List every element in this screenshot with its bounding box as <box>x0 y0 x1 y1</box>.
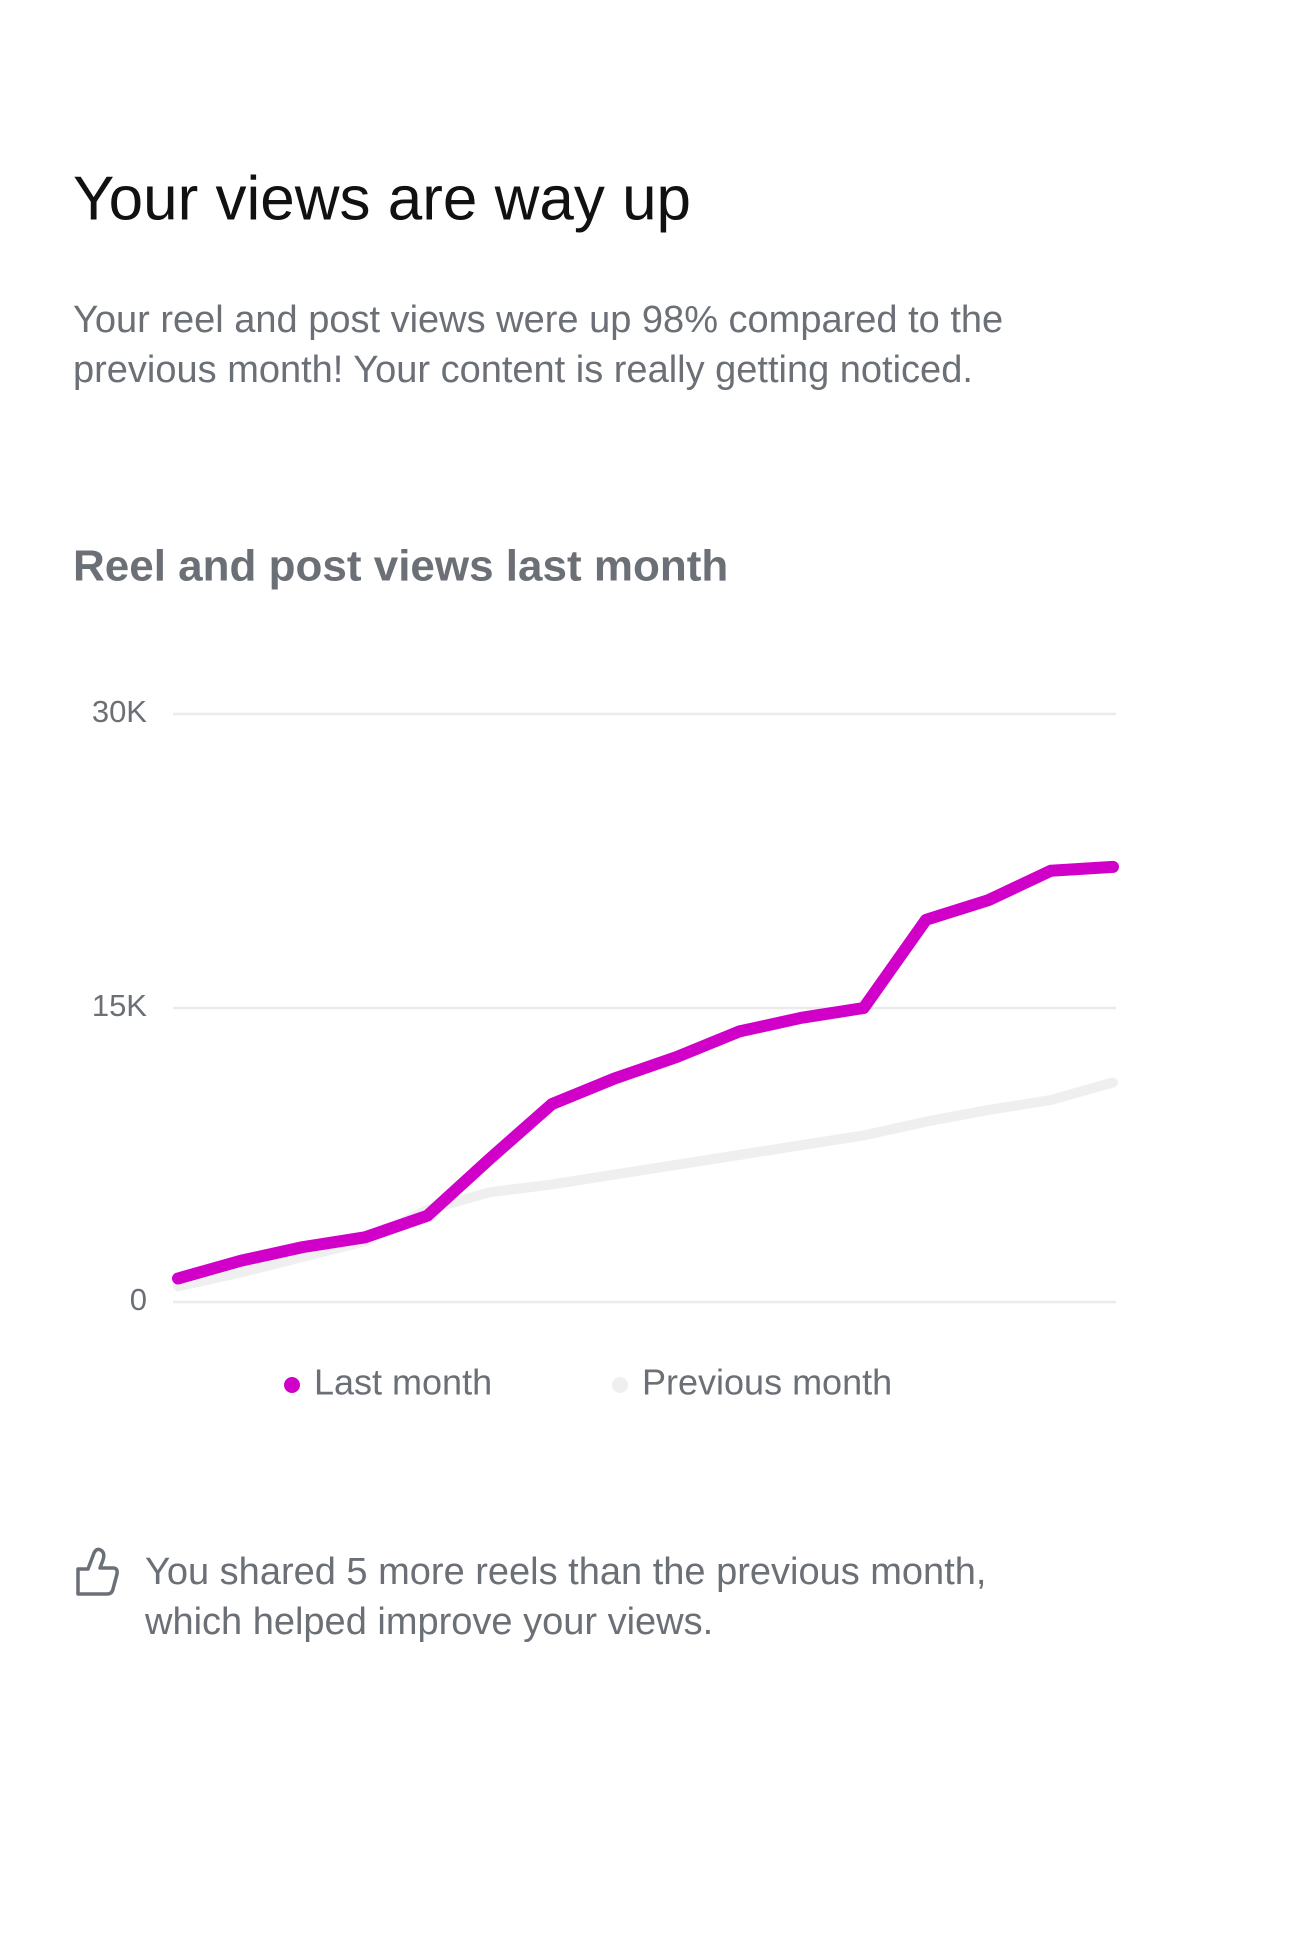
legend-label: Previous month <box>642 1362 892 1403</box>
headline: Your views are way up <box>73 164 691 233</box>
legend-marker <box>284 1377 300 1393</box>
note: which helped improve your views. <box>144 1601 713 1643</box>
legend-marker <box>612 1377 628 1393</box>
thumb-icon <box>76 1547 119 1596</box>
line-series <box>173 1077 1118 1292</box>
line-series <box>172 860 1119 1285</box>
y-tick-label: 0 <box>130 1282 147 1317</box>
legend-label: Last month <box>314 1362 492 1403</box>
y-tick-label: 15K <box>92 988 147 1023</box>
note: You shared 5 more reels than the previou… <box>145 1551 986 1593</box>
description: Your reel and post views were up 98% com… <box>73 299 1003 341</box>
y-tick-label: 30K <box>92 694 147 729</box>
description: previous month! Your content is really g… <box>73 349 973 391</box>
chart-title: Reel and post views last month <box>73 542 728 591</box>
